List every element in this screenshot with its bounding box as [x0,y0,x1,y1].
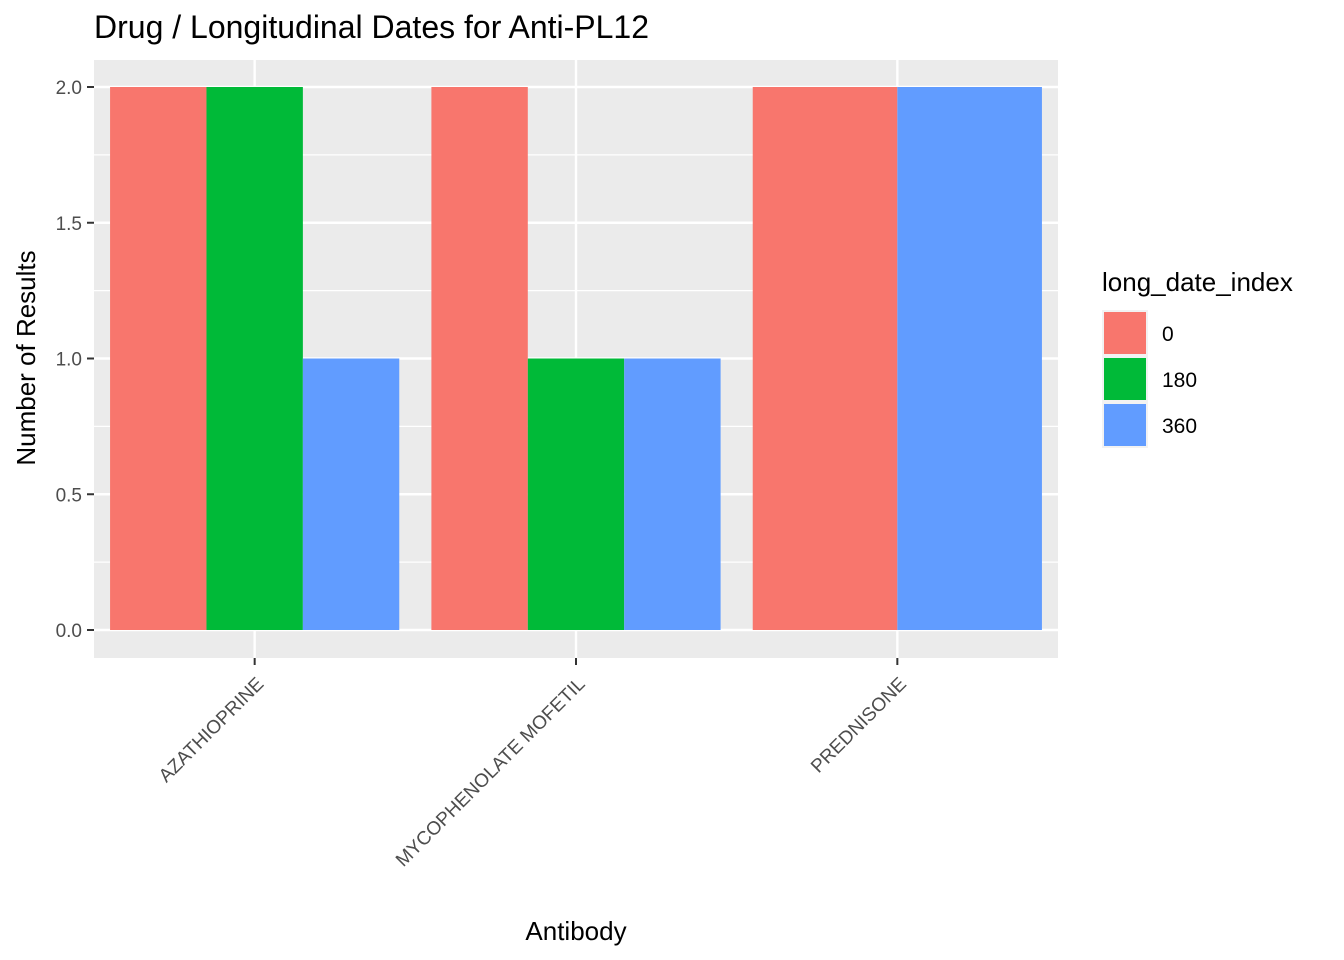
bar [897,87,1042,630]
bar [527,358,625,630]
legend-label: 360 [1162,415,1197,438]
legend-swatch [1104,358,1146,400]
y-tick-label: 2.0 [56,78,82,99]
chart-title: Drug / Longitudinal Dates for Anti-PL12 [94,9,649,45]
x-tick-label: MYCOPHENOLATE MOFETIL [392,674,589,871]
x-tick-label: AZATHIOPRINE [155,674,268,787]
bar [624,358,721,630]
x-axis: AZATHIOPRINE MYCOPHENOLATE MOFETIL PREDNIS… [155,658,911,871]
legend-label: 0 [1162,323,1174,346]
legend-swatch [1104,312,1146,354]
bar [302,358,400,630]
bar [752,87,898,630]
y-axis: 0.0 0.5 1.0 1.5 2.0 [56,78,94,642]
x-tick-label: PREDNISONE [807,674,911,778]
bar [206,87,303,630]
y-axis-title: Number of Results [11,250,41,465]
y-tick-label: 0.5 [56,485,82,506]
legend-swatch [1104,404,1146,446]
bar [431,87,528,630]
y-tick-label: 0.0 [56,621,82,642]
legend-label: 180 [1162,369,1197,392]
x-axis-title: Antibody [525,916,626,946]
bar [110,87,207,630]
legend-title: long_date_index [1102,267,1293,297]
bars [110,87,1042,630]
y-tick-label: 1.5 [56,214,82,235]
y-tick-label: 1.0 [56,350,82,371]
legend: long_date_index 0 180 360 [1102,267,1293,448]
